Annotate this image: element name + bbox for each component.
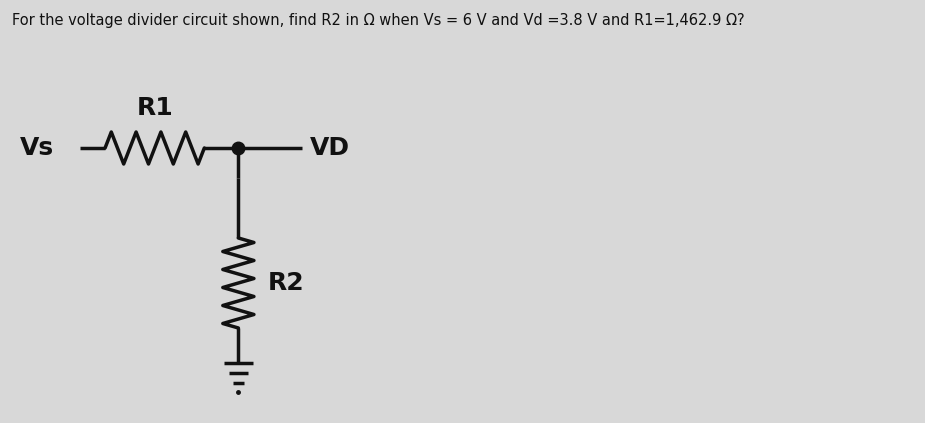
Text: Vs: Vs — [19, 136, 54, 160]
Text: VD: VD — [309, 136, 350, 160]
Text: R1: R1 — [136, 96, 173, 120]
Text: For the voltage divider circuit shown, find R2 in Ω when Vs = 6 V and Vd =3.8 V : For the voltage divider circuit shown, f… — [12, 13, 745, 28]
Text: R2: R2 — [267, 271, 304, 295]
